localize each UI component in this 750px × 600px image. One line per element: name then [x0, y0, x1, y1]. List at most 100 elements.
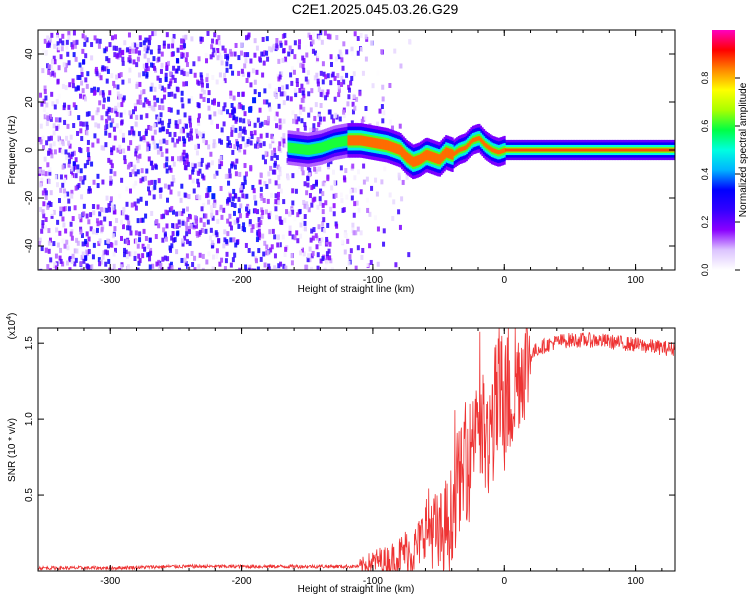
- spectrogram-cell: [325, 92, 329, 98]
- spectrogram-cell: [166, 197, 170, 203]
- spectrogram-cell: [96, 173, 100, 179]
- spectrogram-ridge-cell: [590, 148, 593, 152]
- spectrogram-cell: [322, 217, 326, 223]
- spectrogram-cell: [356, 245, 360, 251]
- spectrogram-cell: [337, 84, 341, 90]
- spectrogram-cell: [221, 45, 225, 51]
- spectrogram-cell: [267, 102, 271, 108]
- spectrogram-cell: [243, 194, 247, 200]
- spectrogram-cell: [329, 206, 333, 212]
- spectrogram-cell: [153, 101, 157, 107]
- spectrogram-cell: [201, 253, 205, 259]
- spectrogram-cell: [43, 188, 47, 194]
- spectrogram-cell: [79, 93, 83, 99]
- spectrogram-cell: [157, 56, 161, 62]
- spectrogram-ridge-cell: [295, 143, 298, 154]
- spectrogram-ridge-cell: [404, 150, 407, 161]
- spectrogram-cell: [148, 39, 152, 45]
- spectrogram-cell: [165, 62, 169, 68]
- spectrogram-cell: [105, 124, 109, 130]
- spectrogram-cell: [184, 221, 188, 227]
- snr-y-multiplier: (x104): [6, 313, 18, 340]
- spectrogram-cell: [173, 237, 177, 243]
- spectrogram-ridge-cell: [522, 148, 525, 152]
- spectrogram-cell: [179, 44, 183, 50]
- spectrogram-ridge-cell: [653, 148, 656, 152]
- spectrogram-cell: [270, 133, 274, 139]
- spectrogram-cell: [57, 198, 61, 204]
- spectrogram-cell: [62, 62, 66, 68]
- spectrogram-cell: [224, 258, 228, 264]
- spectrogram-cell: [251, 184, 255, 190]
- spectrogram-cell: [173, 131, 177, 137]
- spectrogram-cell: [238, 171, 242, 177]
- spectrogram-cell: [273, 169, 277, 175]
- spectrogram-ridge-cell: [664, 148, 667, 152]
- spectrogram-ridge-cell: [534, 148, 538, 152]
- spectrogram-cell: [200, 157, 204, 163]
- spectrogram-ridge-cell: [427, 150, 431, 161]
- spectrogram-cell: [165, 210, 169, 216]
- spectrogram-ridge-cell: [358, 135, 361, 146]
- spectrogram-cell: [139, 114, 143, 120]
- spectrogram-cell: [78, 147, 82, 153]
- spectrogram-cell: [201, 133, 205, 139]
- spectrogram-cell: [185, 123, 189, 129]
- spectrogram-ridge-cell: [591, 148, 594, 152]
- spectrogram-cell: [326, 89, 330, 95]
- spectrogram-cell: [131, 42, 135, 48]
- spectrogram-cell: [47, 64, 51, 70]
- spectrogram-ridge-cell: [583, 148, 587, 152]
- spectrogram-cell: [97, 43, 101, 49]
- spectrogram-cell: [119, 264, 123, 270]
- spectrogram-ridge-cell: [547, 148, 550, 152]
- spectrogram-ridge-cell: [423, 151, 426, 162]
- spectrogram-cell: [58, 140, 62, 146]
- snr-plot-area: [38, 328, 675, 571]
- spectrogram-ridge-cell: [577, 148, 580, 152]
- spectrogram-cell: [231, 124, 235, 130]
- spectrogram-cell: [363, 115, 367, 121]
- spectrogram-cell: [110, 150, 114, 156]
- spectrogram-cell: [165, 168, 169, 174]
- spectrogram-x-tick-label: -300: [100, 275, 120, 286]
- spectrogram-cell: [300, 247, 304, 253]
- spectrogram-cell: [79, 121, 83, 127]
- spectrogram-cell: [156, 75, 160, 81]
- spectrogram-ridge-cell: [372, 137, 375, 148]
- spectrogram-cell: [153, 129, 157, 135]
- spectrogram-cell: [222, 207, 226, 213]
- spectrogram-cell: [93, 35, 97, 41]
- spectrogram-cell: [155, 143, 159, 149]
- spectrogram-cell: [320, 39, 324, 45]
- spectrogram-cell: [313, 75, 317, 81]
- spectrogram-cell: [364, 105, 368, 111]
- spectrogram-cell: [253, 143, 257, 149]
- spectrogram-cell: [390, 125, 394, 131]
- spectrogram-cell: [382, 241, 386, 247]
- spectrogram-cell: [95, 71, 99, 77]
- spectrogram-cell: [342, 207, 346, 213]
- spectrogram-cell: [86, 264, 90, 270]
- spectrogram-cell: [108, 221, 112, 227]
- spectrogram-cell: [121, 60, 125, 66]
- spectrogram-cell: [305, 190, 309, 196]
- spectrogram-cell: [288, 211, 292, 217]
- spectrogram-cell: [56, 219, 60, 225]
- spectrogram-cell: [361, 70, 365, 76]
- spectrogram-cell: [290, 260, 294, 266]
- spectrogram-cell: [162, 43, 166, 49]
- spectrogram-cell: [177, 156, 181, 162]
- spectrogram-cell: [281, 85, 285, 91]
- spectrogram-cell: [126, 215, 130, 221]
- spectrogram-cell: [237, 196, 241, 202]
- spectrogram-cell: [202, 202, 206, 208]
- spectrogram-cell: [267, 263, 271, 269]
- spectrogram-cell: [309, 34, 313, 40]
- spectrogram-cell: [400, 196, 404, 202]
- spectrogram-cell: [224, 174, 228, 180]
- spectrogram-cell: [144, 37, 148, 43]
- spectrogram-cell: [321, 191, 325, 197]
- spectrogram-cell: [45, 121, 49, 127]
- spectrogram-cell: [305, 264, 309, 270]
